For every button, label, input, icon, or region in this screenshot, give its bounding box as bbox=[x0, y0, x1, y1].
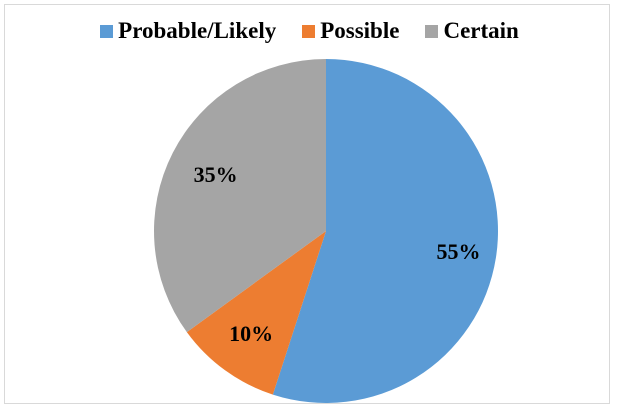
data-label-certain: 35% bbox=[194, 162, 238, 187]
legend-swatch-probable-likely bbox=[100, 24, 114, 38]
legend-label-certain: Certain bbox=[443, 18, 519, 43]
data-label-probable-likely: 55% bbox=[437, 239, 481, 264]
legend-label-possible: Possible bbox=[320, 18, 400, 43]
legend-label-probable-likely: Probable/Likely bbox=[118, 18, 277, 43]
legend-item-possible: Possible bbox=[302, 18, 399, 44]
data-label-possible: 10% bbox=[229, 321, 273, 346]
pie-slice-probable-likely bbox=[272, 59, 499, 403]
pie-slice-possible bbox=[186, 231, 326, 395]
legend-item-probable-likely: Probable/Likely bbox=[100, 18, 276, 44]
legend-item-certain: Certain bbox=[425, 18, 519, 44]
legend-swatch-certain bbox=[425, 24, 439, 38]
legend-swatch-possible bbox=[302, 24, 316, 38]
legend: Probable/Likely Possible Certain bbox=[0, 18, 619, 44]
pie-slice-certain bbox=[154, 58, 326, 333]
